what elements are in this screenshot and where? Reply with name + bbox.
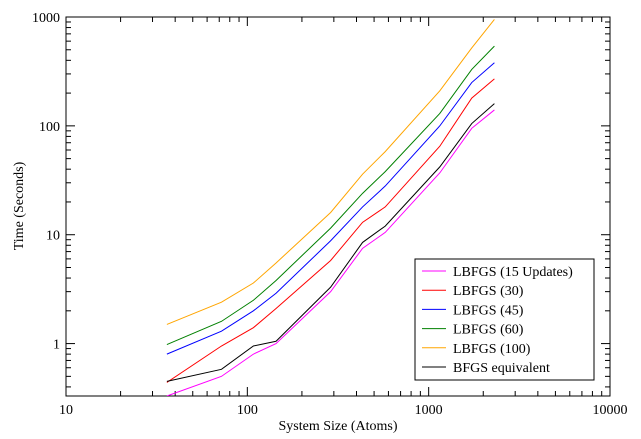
- series-line-2: [166, 78, 495, 383]
- y-tick-label: 10: [46, 229, 60, 244]
- legend-label: LBFGS (60): [453, 323, 524, 338]
- x-axis-title: System Size (Atoms): [279, 419, 398, 434]
- x-tick-label: 100: [237, 403, 258, 418]
- legend-box: [414, 258, 595, 381]
- series-line-1: [166, 109, 495, 396]
- series-line-6: [166, 103, 495, 382]
- plot-frame: [65, 16, 611, 397]
- y-tick-label: 1000: [32, 11, 60, 26]
- legend-items: LBFGS (15 Updates) LBFGS (30) LBFGS (45) LB…: [422, 265, 573, 376]
- series-line-5: [166, 19, 495, 325]
- legend-label: LBFGS (100): [453, 342, 531, 357]
- legend-label: LBFGS (45): [453, 303, 524, 318]
- legend: LBFGS (15 Updates) LBFGS (30) LBFGS (45) LB…: [414, 258, 595, 381]
- ticks-layer: [65, 16, 611, 396]
- legend-label: LBFGS (30): [453, 284, 524, 299]
- legend-label: LBFGS (15 Updates): [453, 265, 573, 280]
- y-axis-title: Time (Seconds): [12, 161, 27, 250]
- series-line-4: [166, 45, 495, 346]
- series-line-3: [166, 62, 495, 355]
- y-tick-label: 100: [39, 120, 60, 135]
- x-tick-label: 10: [59, 403, 73, 418]
- x-tick-label: 10000: [593, 403, 628, 418]
- legend-label: BFGS equivalent: [453, 361, 550, 376]
- y-tick-label: 1: [53, 338, 60, 353]
- series-layer: [166, 19, 495, 396]
- tick-labels-layer: 10 100 1000 10000 1 10 100 1000: [32, 11, 628, 418]
- x-tick-label: 1000: [415, 403, 443, 418]
